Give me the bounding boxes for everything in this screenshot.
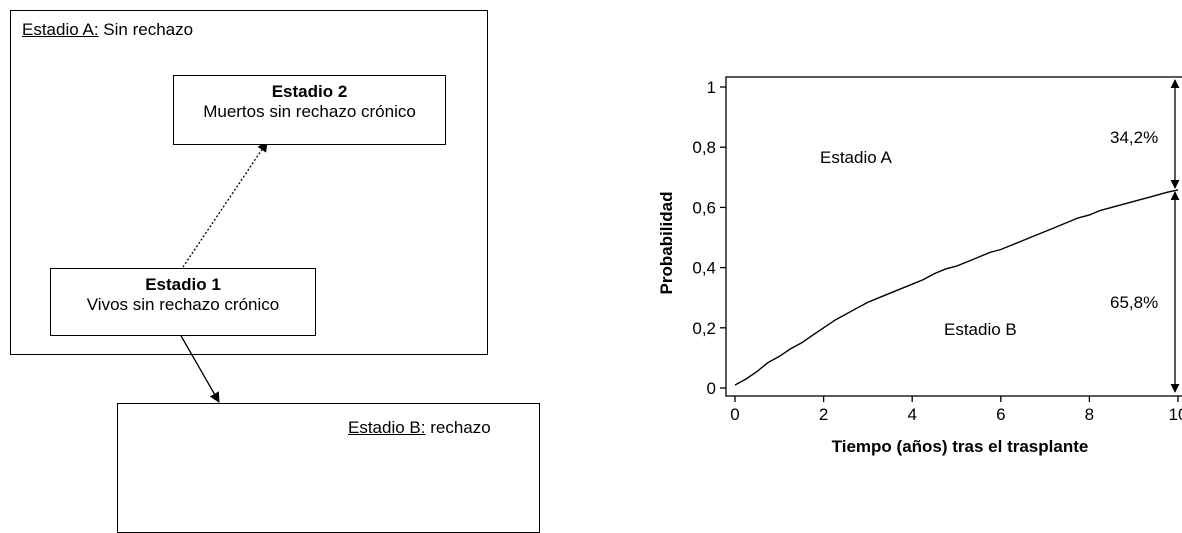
- x-tick-label: 6: [996, 405, 1005, 424]
- diagram-arrows: [179, 141, 268, 403]
- state-a-label-rest: Sin rechazo: [98, 20, 194, 39]
- state-1-title: Estadio 1: [145, 275, 221, 294]
- y-tick-label: 1: [707, 78, 716, 97]
- state-a-label-underlined: Estadio A:: [22, 20, 99, 39]
- state-2-subtitle: Muertos sin rechazo crónico: [203, 102, 416, 121]
- state-1-subtitle: Vivos sin rechazo crónico: [86, 295, 280, 314]
- state-a-box: [10, 10, 488, 355]
- cumulative-probability-line: [734, 189, 1179, 386]
- y-tick-label: 0,6: [692, 198, 716, 217]
- x-tick-label: 8: [1085, 405, 1094, 424]
- y-tick-label: 0,8: [692, 138, 716, 157]
- state-a-label: Estadio A: Sin rechazo: [22, 20, 193, 40]
- annotation-34-percent: 34,2%: [1110, 128, 1158, 147]
- state-b-label-underlined: Estadio B:: [348, 418, 426, 437]
- annotation-estadio-b: Estadio B: [944, 320, 1017, 339]
- x-axis-label: Tiempo (años) tras el trasplante: [832, 437, 1089, 456]
- x-tick-label: 10: [1169, 405, 1182, 424]
- state-b-label: Estadio B: rechazo: [348, 418, 491, 438]
- x-tick-label: 2: [819, 405, 828, 424]
- x-tick-label: 4: [907, 405, 916, 424]
- transition-arrow-1-to-2: [182, 141, 268, 268]
- annotation-estadio-a: Estadio A: [820, 148, 892, 167]
- transition-arrow-1-to-b: [179, 333, 220, 403]
- plot-frame: [725, 76, 1182, 397]
- x-tick-label: 0: [730, 405, 739, 424]
- state-b-label-rest: rechazo: [425, 418, 491, 437]
- state-2-title: Estadio 2: [271, 82, 348, 101]
- y-axis: 0 0,2 0,4 0,6 0,8 1: [692, 78, 726, 398]
- annotation-65-percent: 65,8%: [1110, 293, 1158, 312]
- probability-chart: 0 0,2 0,4 0,6 0,8 1 0 2 4 6 8 10 Estadio A Estadio…: [657, 76, 1182, 456]
- state-1-box: Estadio 1 Vivos sin rechazo crónico: [50, 268, 316, 336]
- y-tick-label: 0: [707, 379, 716, 398]
- y-tick-label: 0,4: [692, 259, 716, 278]
- y-axis-label: Probabilidad: [657, 192, 676, 295]
- y-tick-label: 0,2: [692, 319, 716, 338]
- state-2-box: Estadio 2 Muertos sin rechazo crónico: [173, 75, 446, 145]
- x-axis: 0 2 4 6 8 10: [730, 396, 1182, 424]
